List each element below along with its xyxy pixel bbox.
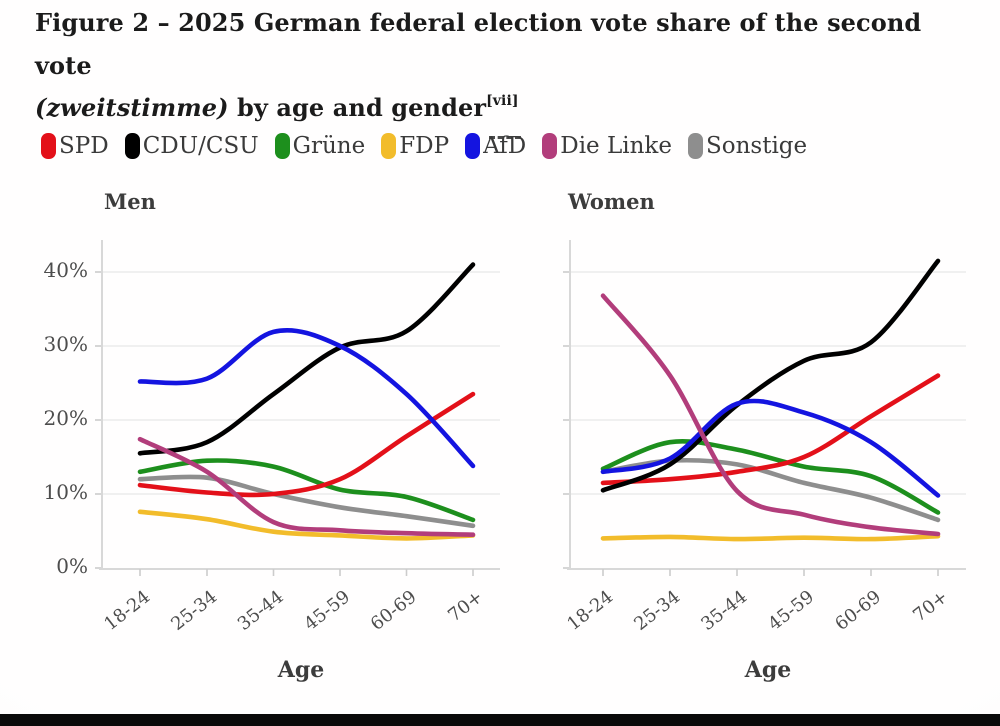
panel-title-men: Men [104,189,156,214]
y-tick-label: 20% [43,406,88,430]
footnote-dashed-underline [489,136,522,140]
x-tick-label: 45-59 [300,586,354,634]
x-tick-label: 18-24 [563,586,617,634]
line-women-afd [600,398,941,498]
legend-item-fdp: FDP [381,133,449,159]
men-chart: 18-24 25-34 35-44 45-59 60-69 70+ [95,240,500,635]
y-tick-label: 10% [43,480,88,504]
x-tick-label: 35-44 [234,586,288,634]
footnote-ref-label[interactable]: [vii] [486,93,519,110]
line-men-cdu-csu [137,262,476,456]
line-men-fdp [137,509,476,541]
x-tick-label: 60-69 [831,586,885,634]
legend-item-cdu-csu: CDU/CSU [124,133,259,159]
line-women-gr-ne [600,439,941,515]
legend-swatch-icon [41,133,56,159]
x-tick-label: 18-24 [100,586,154,634]
y-tick-label: 30% [43,332,88,356]
y-tick-label: 40% [43,258,88,282]
legend-swatch-icon [542,133,558,159]
line-women-fdp [600,533,941,542]
legend-item-afd: AfD [465,133,526,159]
legend-label: CDU/CSU [142,133,259,159]
figure-title: Figure 2 – 2025 German federal election … [35,2,985,140]
panel-title-women: Women [568,189,655,214]
women-chart: 18-24 25-34 35-44 45-59 60-69 70+ [563,240,966,635]
line-men-sonstige [137,474,476,529]
legend-label: FDP [399,133,450,159]
line-men-afd [137,328,476,469]
figure-title-line2: by age and gender [228,93,487,123]
legend-swatch-icon [381,133,397,159]
x-tick-label: 25-34 [630,586,684,634]
legend-swatch-icon [124,133,140,159]
legend-label: SPD [59,133,109,159]
figure-title-zweitstimme: (zweitstimme) [35,93,229,123]
footnote-ref[interactable]: [vii] [486,87,522,140]
x-tick-label: 45-59 [764,586,818,634]
legend-label: Die Linke [560,133,672,159]
legend-swatch-icon [687,133,703,159]
line-men-gr-ne [137,458,476,523]
legend-item-spd: SPD [41,133,109,159]
legend-item-die-linke: Die Linke [542,133,672,159]
x-tick-label: 60-69 [367,586,421,634]
x-tick-label: 25-34 [167,586,221,634]
x-tick-label: 35-44 [697,586,751,634]
y-tick-label: 0% [56,554,88,578]
legend: SPD CDU/CSU Grüne FDP AfD Die Linke Sonstige [41,133,807,159]
x-tick-label: 70+ [444,586,487,626]
figure-title-line1: Figure 2 – 2025 German federal election … [35,8,922,80]
legend-label: Grüne [292,133,366,159]
bottom-black-bar [0,714,1000,726]
x-axis-title-men: Age [277,657,325,683]
line-women-cdu-csu [600,258,941,493]
line-men-die-linke [137,436,476,537]
line-men-spd [137,391,476,498]
legend-label: AfD [483,133,527,159]
x-tick-label: 70+ [909,586,952,626]
x-axis-title-women: Age [744,657,792,683]
line-women-die-linke [600,293,941,537]
legend-label: Sonstige [705,133,808,159]
legend-item-gr-ne: Grüne [274,133,366,159]
legend-swatch-icon [465,133,481,159]
legend-swatch-icon [274,133,290,159]
line-women-spd [600,373,941,486]
legend-item-sonstige: Sonstige [687,133,808,159]
